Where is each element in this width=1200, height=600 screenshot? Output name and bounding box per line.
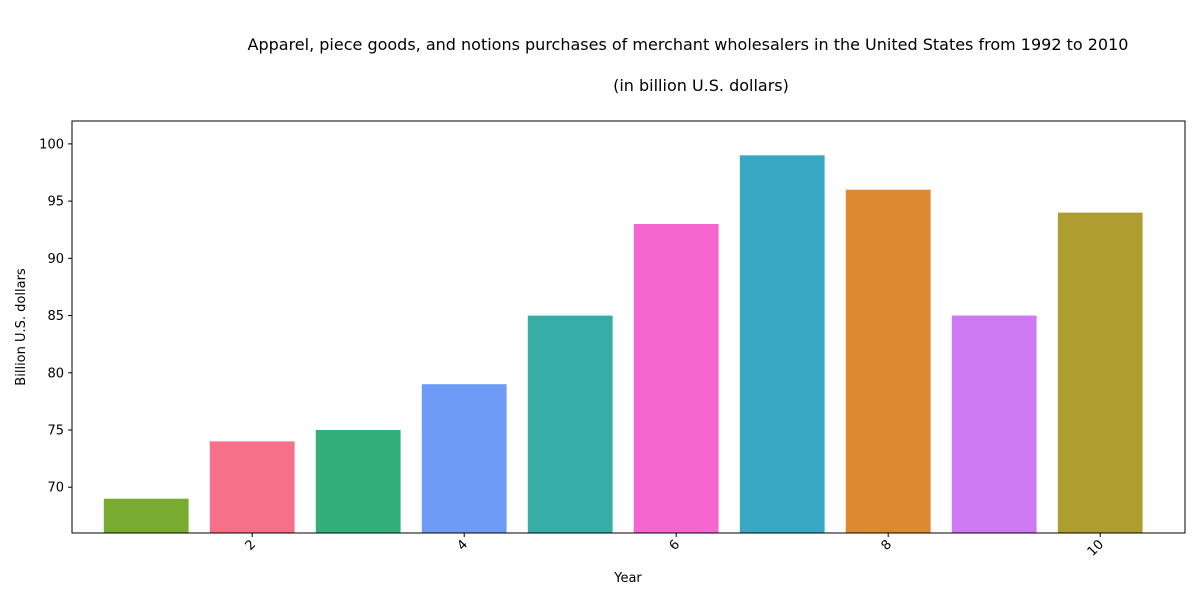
y-tick-label: 90	[47, 252, 64, 267]
bar	[633, 224, 719, 533]
y-tick-label: 100	[39, 137, 64, 152]
bar	[739, 155, 825, 534]
y-axis: 70 75 80 85 90 95 100	[39, 137, 72, 496]
x-tick-label: 10	[1085, 537, 1107, 559]
x-tick-label: 6	[667, 537, 683, 553]
x-axis: 2 4 6 8 10	[243, 533, 1107, 560]
x-axis-label: Year	[613, 571, 642, 586]
x-tick-label: 2	[243, 537, 259, 553]
bar	[527, 315, 613, 533]
x-tick-label: 4	[455, 537, 471, 553]
bar	[315, 430, 401, 533]
y-tick-label: 95	[47, 195, 64, 210]
y-tick-label: 80	[47, 366, 64, 381]
x-tick-label: 8	[879, 537, 895, 553]
plot-frame	[71, 120, 1186, 534]
bars-group	[103, 155, 1143, 534]
bar	[103, 498, 189, 533]
bar	[209, 441, 295, 533]
bar	[1057, 212, 1143, 533]
bar	[421, 384, 507, 533]
bar	[951, 315, 1037, 533]
y-tick-label: 70	[47, 481, 64, 496]
chart-title: Apparel, piece goods, and notions purcha…	[248, 35, 1129, 54]
bar	[845, 189, 931, 533]
chart-subtitle: (in billion U.S. dollars)	[613, 76, 789, 95]
y-axis-label: Billion U.S. dollars	[14, 268, 29, 386]
y-tick-label: 85	[47, 309, 64, 324]
y-tick-label: 75	[47, 424, 64, 439]
